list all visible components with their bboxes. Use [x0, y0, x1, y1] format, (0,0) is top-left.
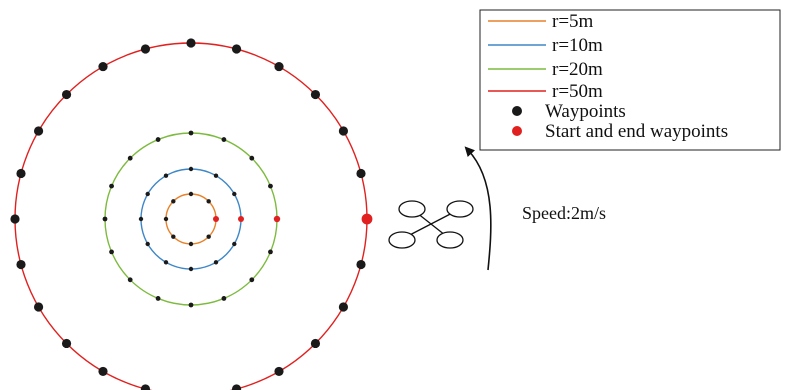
waypoint-r50 — [10, 214, 20, 224]
waypoint-r50 — [16, 259, 26, 270]
waypoint-r50 — [186, 38, 196, 48]
waypoint-r5 — [188, 191, 194, 197]
start-end-waypoint-r10 — [238, 216, 244, 222]
waypoint-r50 — [98, 61, 108, 72]
waypoint-r50 — [338, 302, 349, 312]
waypoint-r50 — [61, 338, 72, 349]
waypoint-r10 — [145, 191, 150, 197]
waypoint-r5 — [171, 199, 176, 204]
waypoint-r50 — [33, 302, 44, 312]
legend-waypoint-marker — [512, 106, 522, 116]
waypoint-r5 — [171, 234, 176, 239]
waypoint-r50 — [274, 366, 284, 377]
trajectory-ring-r10 — [140, 168, 242, 270]
waypoint-r10 — [232, 241, 237, 247]
waypoint-r20 — [127, 277, 133, 283]
waypoint-r20 — [221, 137, 227, 142]
waypoint-r20 — [155, 137, 161, 142]
waypoint-r20 — [127, 155, 133, 161]
waypoint-r5 — [206, 234, 211, 239]
legend-label-waypoints: Waypoints — [545, 101, 626, 122]
waypoint-r20 — [102, 216, 108, 222]
waypoint-r10 — [213, 260, 219, 265]
waypoint-r50 — [61, 89, 72, 100]
legend-label-start-end: Start and end waypoints — [545, 121, 728, 142]
start-end-waypoint-r5 — [213, 216, 219, 222]
waypoint-r50 — [356, 168, 366, 179]
waypoint-r5 — [163, 216, 169, 222]
waypoint-r20 — [249, 277, 255, 283]
waypoint-r20 — [268, 249, 273, 255]
waypoint-r20 — [109, 249, 114, 255]
waypoint-r50 — [98, 366, 108, 377]
waypoint-r20 — [109, 183, 114, 189]
waypoint-r5 — [188, 241, 194, 247]
legend: r=5m r=10m r=20m r=50m Waypoints Start a… — [479, 9, 781, 151]
legend-start-end-marker — [512, 126, 522, 136]
quadcopter-icon — [388, 200, 474, 249]
legend-label-r50: r=50m — [552, 81, 603, 102]
start-end-waypoint-r20 — [273, 215, 281, 223]
waypoint-r10 — [232, 191, 237, 197]
waypoint-r20 — [188, 302, 194, 308]
waypoint-r20 — [221, 296, 227, 301]
waypoint-r10 — [188, 266, 194, 272]
waypoint-r10 — [145, 241, 150, 247]
waypoint-r50 — [231, 44, 242, 54]
waypoint-r50 — [16, 168, 26, 179]
legend-box — [479, 9, 781, 151]
waypoint-r20 — [268, 183, 273, 189]
waypoint-r20 — [155, 296, 161, 301]
waypoint-r10 — [213, 173, 219, 178]
waypoint-r10 — [188, 166, 194, 172]
curved-arrow-icon — [464, 146, 492, 271]
waypoint-r50 — [274, 61, 284, 72]
legend-label-r20: r=20m — [552, 59, 603, 80]
waypoint-r50 — [310, 89, 321, 100]
start-end-waypoint-r50 — [361, 213, 373, 225]
waypoint-r10 — [163, 260, 169, 265]
waypoint-r20 — [188, 130, 194, 136]
legend-label-r5: r=5m — [552, 11, 594, 32]
waypoint-r5 — [206, 199, 211, 204]
waypoint-r10 — [138, 216, 144, 222]
waypoint-r50 — [140, 44, 151, 54]
waypoint-markers — [10, 38, 373, 390]
legend-label-r10: r=10m — [552, 35, 603, 56]
speed-label: Speed:2m/s — [522, 203, 606, 223]
waypoint-r50 — [310, 338, 321, 349]
waypoint-r50 — [231, 384, 242, 390]
waypoint-r10 — [163, 173, 169, 178]
waypoint-r50 — [33, 126, 44, 136]
waypoint-r50 — [140, 384, 151, 390]
waypoint-r50 — [338, 126, 349, 136]
waypoint-r20 — [249, 155, 255, 161]
waypoint-r50 — [356, 259, 366, 270]
